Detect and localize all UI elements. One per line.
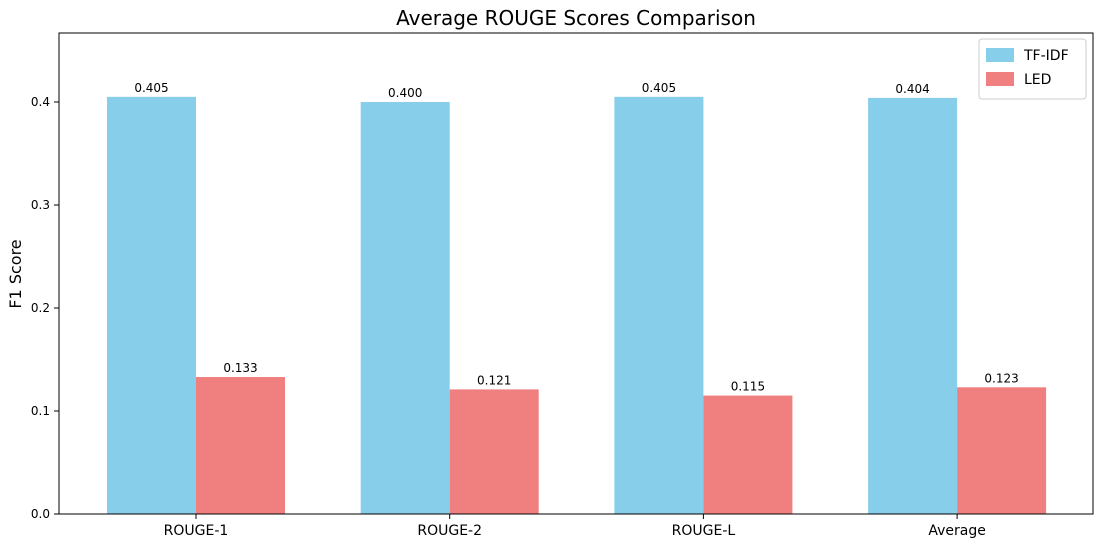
legend-swatch	[986, 72, 1014, 86]
bar-value-label: 0.115	[731, 380, 765, 394]
y-tick-label: 0.0	[31, 507, 50, 521]
y-tick-label: 0.3	[31, 198, 50, 212]
bar-value-label: 0.404	[895, 82, 929, 96]
x-tick-label: ROUGE-L	[672, 523, 736, 539]
chart-title: Average ROUGE Scores Comparison	[396, 6, 756, 30]
bar-value-label: 0.405	[134, 81, 168, 95]
bar-tf-idf	[614, 96, 704, 514]
plot-marks: 0.0 0.1 0.2 0.3 0.4 ROUGE-1 0.405 0.133 ROUGE-2 0…	[31, 81, 1047, 539]
bar-tf-idf	[107, 96, 196, 514]
legend-label: TF-IDF	[1023, 48, 1069, 64]
bar-led	[449, 389, 539, 514]
bar-value-label: 0.121	[477, 373, 511, 387]
legend: TF-IDF LED	[978, 38, 1087, 100]
bar-value-label: 0.400	[388, 86, 422, 100]
legend-label: LED	[1024, 72, 1051, 88]
bar-led	[703, 395, 793, 514]
y-tick-label: 0.1	[31, 404, 50, 418]
legend-swatch	[986, 48, 1014, 62]
bar-tf-idf	[360, 102, 450, 514]
y-tick-label: 0.4	[31, 95, 50, 109]
bar-led	[196, 377, 285, 514]
x-tick-label: Average	[928, 523, 986, 539]
plot-frame	[58, 32, 1094, 515]
y-axis-label: F1 Score	[6, 239, 25, 308]
bar-value-label: 0.405	[642, 81, 676, 95]
bar-tf-idf	[868, 97, 958, 515]
y-tick-label: 0.2	[31, 301, 50, 315]
x-tick-label: ROUGE-1	[164, 523, 229, 539]
bar-value-label: 0.133	[223, 361, 257, 375]
x-tick-label: ROUGE-2	[417, 523, 482, 539]
bar-value-label: 0.123	[984, 371, 1018, 385]
bar-led	[957, 387, 1047, 514]
